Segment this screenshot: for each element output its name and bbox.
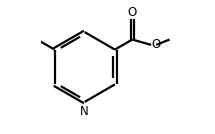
Text: O: O: [152, 38, 161, 51]
Text: O: O: [128, 6, 137, 19]
Text: N: N: [80, 105, 89, 118]
